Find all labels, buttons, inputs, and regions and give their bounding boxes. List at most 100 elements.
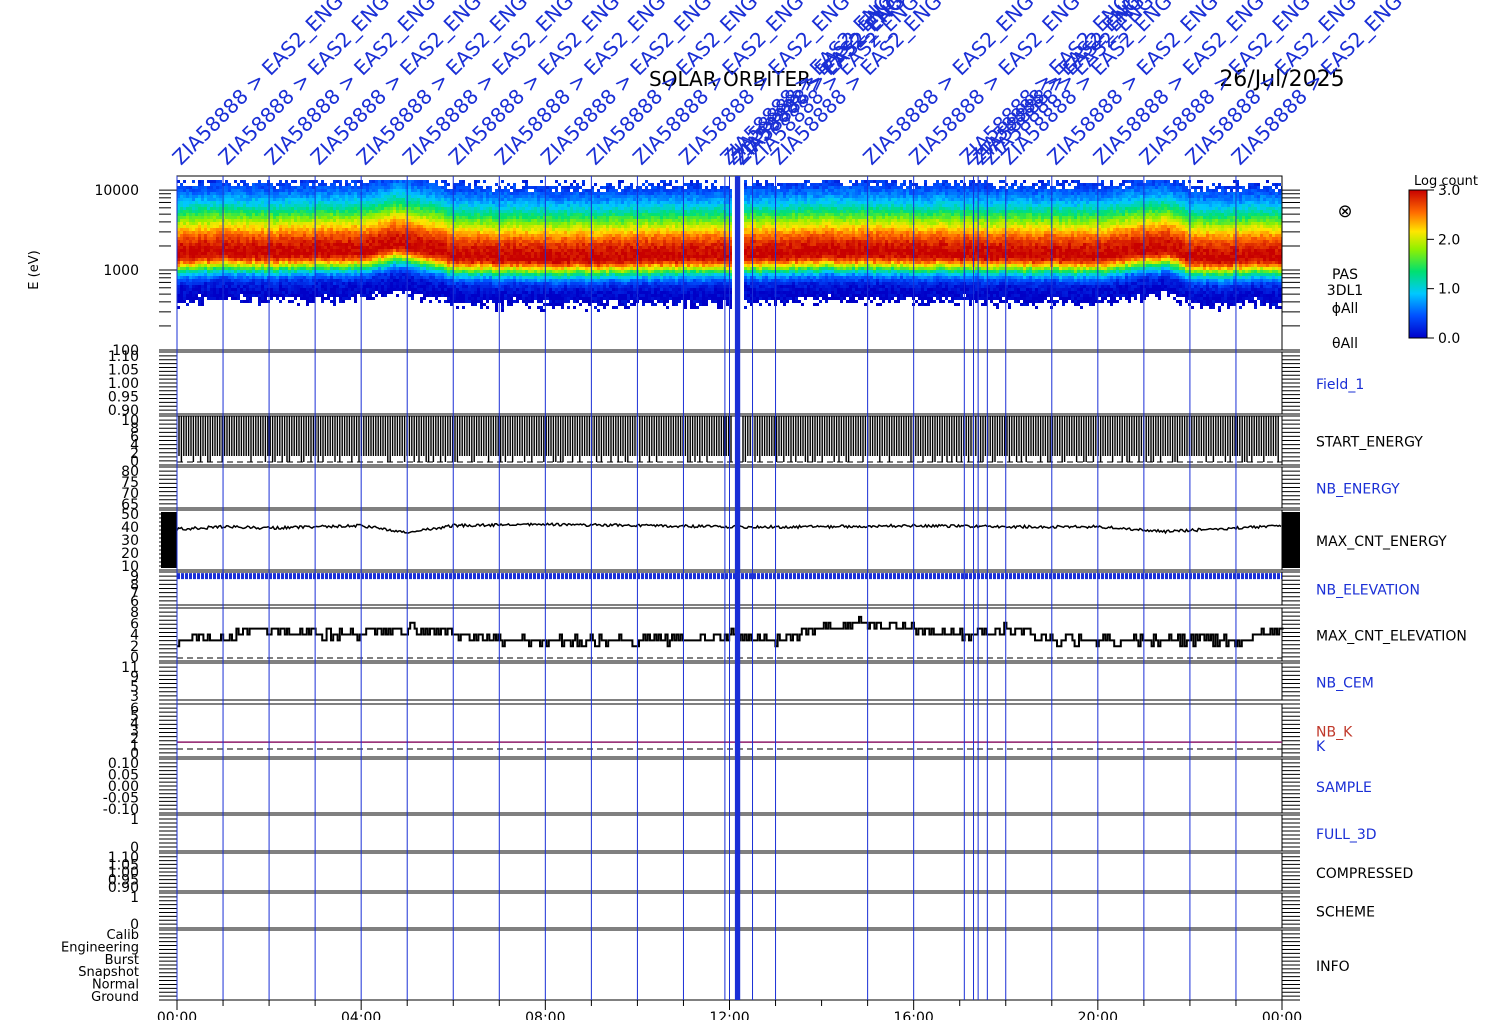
spectrogram-cell: [240, 282, 243, 285]
spectrogram-cell: [345, 285, 348, 288]
spectrogram-cell: [192, 264, 195, 267]
spectrogram-cell: [486, 270, 489, 273]
spectrogram-cell: [279, 249, 282, 252]
spectrogram-cell: [468, 234, 471, 237]
spectrogram-cell: [372, 189, 375, 192]
spectrogram-cell: [465, 255, 468, 258]
spectrogram-cell: [450, 189, 453, 192]
spectrogram-cell: [315, 216, 318, 219]
spectrogram-cell: [198, 297, 201, 300]
spectrogram-cell: [456, 222, 459, 225]
spectrogram-cell: [540, 222, 543, 225]
spectrogram-cell: [489, 192, 492, 195]
spectrogram-cell: [549, 228, 552, 231]
spectrogram-cell: [225, 285, 228, 288]
spectrogram-cell: [231, 204, 234, 207]
spectrogram-cell: [435, 291, 438, 294]
spectrogram-cell: [186, 267, 189, 270]
spectrogram-cell: [519, 207, 522, 210]
spectrogram-cell: [279, 273, 282, 276]
spectrogram-cell: [510, 273, 513, 276]
spectrogram-cell: [189, 291, 192, 294]
spectrogram-cell: [180, 204, 183, 207]
spectrogram-cell: [228, 264, 231, 267]
spectrogram-cell: [237, 198, 240, 201]
spectrogram-cell: [471, 273, 474, 276]
spectrogram-cell: [309, 267, 312, 270]
spectrogram-cell: [543, 285, 546, 288]
spectrogram-cell: [429, 237, 432, 240]
spectrogram-cell: [411, 294, 414, 297]
spectrogram-cell: [309, 246, 312, 249]
spectrogram-cell: [237, 282, 240, 285]
spectrogram-cell: [426, 288, 429, 291]
spectrogram-cell: [180, 267, 183, 270]
spectrogram-cell: [471, 204, 474, 207]
spectrogram-cell: [216, 267, 219, 270]
spectrogram-cell: [369, 288, 372, 291]
spectrogram-cell: [462, 213, 465, 216]
spectrogram-cell: [225, 219, 228, 222]
spectrogram-cell: [261, 213, 264, 216]
spectrogram-cell: [414, 237, 417, 240]
spectrogram-cell: [477, 261, 480, 264]
spectrogram-cell: [300, 270, 303, 273]
spectrogram-cell: [366, 291, 369, 294]
spectrogram-cell: [255, 273, 258, 276]
spectrogram-cell: [402, 240, 405, 243]
spectrogram-cell: [366, 255, 369, 258]
spectrogram-cell: [441, 207, 444, 210]
spectrogram-cell: [333, 180, 336, 183]
spectrogram-cell: [180, 270, 183, 273]
spectrogram-cell: [186, 288, 189, 291]
spectrogram-cell: [516, 228, 519, 231]
spectrogram-cell: [537, 270, 540, 273]
spectrogram-cell: [201, 228, 204, 231]
spectrogram-cell: [327, 243, 330, 246]
spectrogram-cell: [189, 216, 192, 219]
spectrogram-cell: [450, 192, 453, 195]
spectrogram-cell: [198, 225, 201, 228]
spectrogram-cell: [183, 204, 186, 207]
spectrogram-cell: [243, 186, 246, 189]
spectrogram-cell: [495, 267, 498, 270]
spectrogram-cell: [387, 198, 390, 201]
spectrogram-cell: [186, 276, 189, 279]
spectrogram-cell: [456, 255, 459, 258]
spectrogram-cell: [357, 255, 360, 258]
spectrogram-cell: [273, 186, 276, 189]
spectrogram-cell: [237, 189, 240, 192]
spectrogram-cell: [450, 201, 453, 204]
spectrogram-cell: [246, 234, 249, 237]
spectrogram-cell: [234, 297, 237, 300]
spectrogram-cell: [507, 222, 510, 225]
spectrogram-cell: [210, 261, 213, 264]
spectrogram-cell: [546, 258, 549, 261]
spectrogram-cell: [378, 207, 381, 210]
spectrogram-cell: [462, 204, 465, 207]
spectrogram-cell: [378, 258, 381, 261]
spectrogram-cell: [348, 285, 351, 288]
spectrogram-cell: [480, 273, 483, 276]
spectrogram-cell: [552, 216, 555, 219]
spectrogram-cell: [492, 207, 495, 210]
spectrogram-cell: [234, 198, 237, 201]
spectrogram-cell: [546, 267, 549, 270]
spectrogram-cell: [435, 249, 438, 252]
spectrogram-cell: [339, 201, 342, 204]
spectrogram-cell: [429, 249, 432, 252]
spectrogram-cell: [486, 285, 489, 288]
spectrogram-cell: [261, 282, 264, 285]
spectrogram-cell: [396, 222, 399, 225]
spectrogram-cell: [402, 258, 405, 261]
spectrogram-cell: [315, 192, 318, 195]
spectrogram-cell: [519, 234, 522, 237]
spectrogram-cell: [192, 225, 195, 228]
spectrogram-cell: [357, 225, 360, 228]
spectrogram-cell: [459, 291, 462, 294]
spectrogram-cell: [273, 219, 276, 222]
spectrogram-cell: [426, 237, 429, 240]
spectrogram-cell: [288, 237, 291, 240]
spectrogram-cell: [285, 276, 288, 279]
spectrogram-cell: [405, 198, 408, 201]
